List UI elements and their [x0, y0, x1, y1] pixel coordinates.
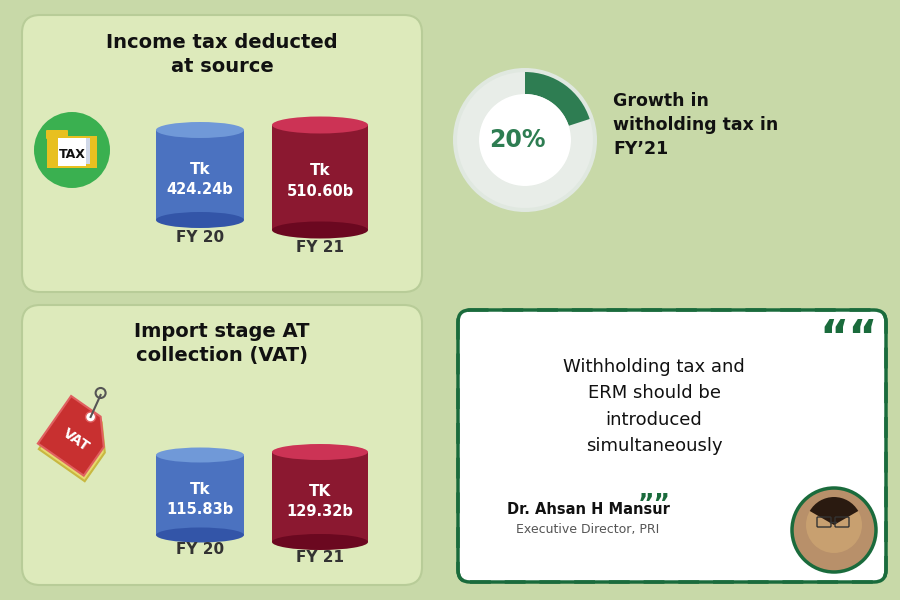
Circle shape	[86, 412, 95, 422]
Text: FY 21: FY 21	[296, 241, 344, 256]
Text: 510.60b: 510.60b	[286, 184, 354, 199]
Text: 20%: 20%	[489, 128, 545, 152]
Text: ””: ””	[637, 492, 670, 516]
Circle shape	[806, 497, 862, 553]
Ellipse shape	[156, 527, 244, 542]
Circle shape	[792, 488, 876, 572]
Text: ““: ““	[820, 318, 878, 361]
Text: VAT: VAT	[60, 426, 92, 454]
Ellipse shape	[272, 534, 368, 550]
Ellipse shape	[156, 448, 244, 463]
Polygon shape	[156, 130, 244, 220]
Wedge shape	[810, 497, 859, 525]
Polygon shape	[272, 125, 368, 230]
Text: Withholding tax and
ERM should be
introduced
simultaneously: Withholding tax and ERM should be introd…	[563, 358, 745, 455]
Polygon shape	[156, 455, 244, 535]
Polygon shape	[39, 401, 104, 481]
Ellipse shape	[156, 122, 244, 138]
Text: TAX: TAX	[58, 148, 86, 160]
FancyBboxPatch shape	[458, 310, 886, 582]
Circle shape	[453, 68, 597, 212]
FancyBboxPatch shape	[22, 305, 422, 585]
Polygon shape	[58, 138, 86, 166]
Text: Income tax deducted
at source: Income tax deducted at source	[106, 33, 338, 76]
Polygon shape	[38, 396, 104, 476]
Text: FY 20: FY 20	[176, 230, 224, 245]
Ellipse shape	[272, 444, 368, 460]
Text: FY 20: FY 20	[176, 542, 224, 557]
Text: Tk: Tk	[310, 163, 330, 178]
Polygon shape	[62, 138, 90, 164]
Circle shape	[34, 112, 110, 188]
Text: Dr. Ahsan H Mansur: Dr. Ahsan H Mansur	[507, 503, 670, 517]
FancyBboxPatch shape	[22, 15, 422, 292]
Wedge shape	[457, 72, 593, 208]
Text: TK: TK	[309, 485, 331, 499]
Text: 115.83b: 115.83b	[166, 502, 234, 517]
FancyBboxPatch shape	[46, 130, 68, 139]
Circle shape	[479, 94, 571, 186]
Text: Tk: Tk	[190, 482, 211, 497]
Text: Growth in
witholding tax in
FY’21: Growth in witholding tax in FY’21	[613, 92, 778, 158]
Text: Import stage AT
collection (VAT): Import stage AT collection (VAT)	[134, 322, 310, 364]
Polygon shape	[272, 452, 368, 542]
Ellipse shape	[156, 212, 244, 228]
Text: 129.32b: 129.32b	[286, 503, 354, 518]
Polygon shape	[47, 136, 97, 168]
Text: Executive Director, PRI: Executive Director, PRI	[517, 523, 660, 536]
Text: FY 21: FY 21	[296, 550, 344, 565]
Ellipse shape	[272, 221, 368, 238]
Text: Tk: Tk	[190, 161, 211, 176]
Wedge shape	[525, 72, 590, 126]
Text: 424.24b: 424.24b	[166, 181, 233, 196]
Ellipse shape	[272, 116, 368, 133]
